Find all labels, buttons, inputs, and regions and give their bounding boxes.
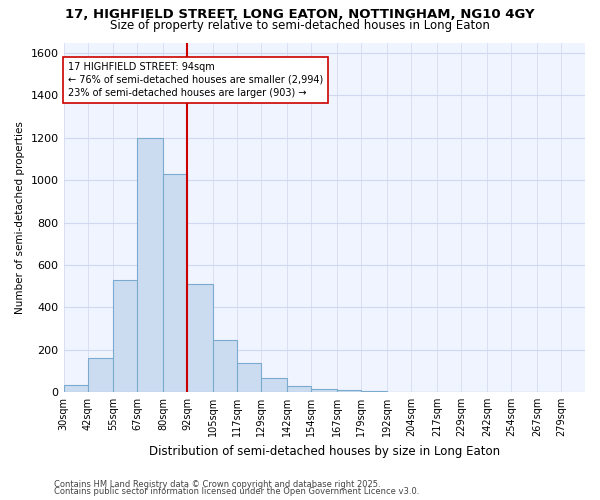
Y-axis label: Number of semi-detached properties: Number of semi-detached properties: [15, 121, 25, 314]
Bar: [64, 384, 88, 392]
Bar: [214, 340, 238, 392]
Bar: [262, 378, 287, 392]
X-axis label: Distribution of semi-detached houses by size in Long Eaton: Distribution of semi-detached houses by …: [149, 444, 500, 458]
Text: Contains public sector information licensed under the Open Government Licence v3: Contains public sector information licen…: [54, 488, 419, 496]
Bar: [337, 390, 361, 392]
Bar: [163, 174, 187, 392]
Text: 17 HIGHFIELD STREET: 94sqm
← 76% of semi-detached houses are smaller (2,994)
23%: 17 HIGHFIELD STREET: 94sqm ← 76% of semi…: [68, 62, 323, 98]
Text: Size of property relative to semi-detached houses in Long Eaton: Size of property relative to semi-detach…: [110, 18, 490, 32]
Bar: [287, 386, 311, 392]
Bar: [88, 358, 113, 392]
Text: Contains HM Land Registry data © Crown copyright and database right 2025.: Contains HM Land Registry data © Crown c…: [54, 480, 380, 489]
Bar: [238, 364, 262, 392]
Bar: [311, 389, 337, 392]
Bar: [113, 280, 137, 392]
Bar: [361, 391, 387, 392]
Bar: [137, 138, 163, 392]
Bar: [187, 284, 214, 392]
Text: 17, HIGHFIELD STREET, LONG EATON, NOTTINGHAM, NG10 4GY: 17, HIGHFIELD STREET, LONG EATON, NOTTIN…: [65, 8, 535, 20]
